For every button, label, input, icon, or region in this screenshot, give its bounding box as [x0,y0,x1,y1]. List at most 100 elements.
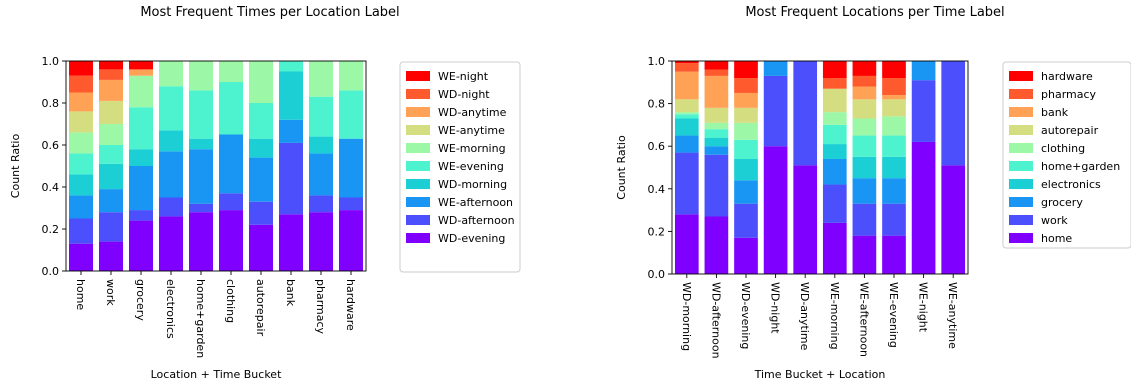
bar-work-WD-morning [99,163,123,190]
legend-label: clothing [1041,142,1085,155]
x-tick-label: WD-morning [680,282,693,351]
bar-WE-morning-electronics [822,144,847,159]
legend-swatch-WE-afternoon [406,197,430,207]
series-pharmacy [674,63,906,96]
bar-work-WE-anytime [99,100,123,124]
bar-WE-evening-grocery [882,178,906,204]
bar-WE-afternoon-pharmacy [852,75,877,87]
bar-grocery-WD-evening [129,220,153,271]
series-autorepair [674,88,906,123]
legend-swatch-WD-morning [406,179,430,189]
bar-home-WD-evening [69,243,93,271]
bar-bank-WD-evening [279,214,303,271]
bar-WE-evening-work [882,203,906,236]
bar-home+garden-WD-morning [189,138,213,150]
legend-label: electronics [1041,178,1101,191]
legend-swatch-bank [1009,107,1033,117]
bar-pharmacy-WE-morning [309,61,333,97]
bar-WD-morning-hardware [674,61,699,64]
x-tick-label: WD-anytime [798,282,811,351]
bar-WD-morning-home+garden [674,114,699,119]
bar-pharmacy-WE-evening [309,96,333,137]
bar-home-WD-anytime [69,92,93,112]
bar-work-WE-night [99,61,123,70]
bar-WE-morning-hardware [822,61,847,79]
y-axis-label: Count Ratio [615,135,628,200]
y-tick-label: 0.8 [42,97,60,110]
bar-WE-afternoon-work [852,203,877,236]
legend-label: home+garden [1041,160,1120,173]
y-tick-label: 0.6 [42,139,60,152]
bar-WE-morning-clothing [822,112,847,125]
bar-home-WE-anytime [69,111,93,133]
bar-home-WE-evening [69,153,93,175]
legend-label: home [1041,232,1072,245]
series-WE-afternoon [69,119,363,219]
series-WE-evening [69,61,363,175]
bar-pharmacy-WD-afternoon [309,195,333,213]
x-tick-label: autorepair [254,279,267,337]
bar-WD-afternoon-autorepair [704,107,729,123]
series-WE-night [69,61,153,76]
x-axis-label: Time Bucket + Location [754,368,886,381]
bar-WE-morning-work [822,184,847,223]
bar-autorepair-WD-evening [249,224,273,271]
chart-title: Most Frequent Times per Location Label [140,5,399,20]
bar-WE-afternoon-home+garden [852,135,877,157]
bar-WD-afternoon-pharmacy [704,69,729,76]
bar-home-WE-night [69,61,93,76]
bar-WD-afternoon-hardware [704,61,729,70]
x-tick-label: WE-morning [828,282,841,350]
legend-frame [1002,61,1131,249]
bar-work-WD-evening [99,241,123,271]
bar-home+garden-WE-afternoon [189,149,213,204]
x-tick-label: home [74,279,87,310]
legend-label: WE-anytime [438,124,505,137]
x-tick-label: WE-evening [887,282,900,348]
legend-swatch-work [1009,215,1033,225]
bar-clothing-WE-afternoon [219,134,243,194]
x-tick-label: bank [284,279,297,307]
legend-swatch-clothing [1009,143,1033,153]
bar-clothing-WE-morning [219,61,243,82]
bar-WE-evening-electronics [882,156,906,179]
bar-hardware-WE-afternoon [339,138,363,198]
bar-WD-morning-autorepair [674,99,699,113]
series-WE-anytime [69,100,123,133]
bar-work-WD-afternoon [99,212,123,242]
y-axis-label: Count Ratio [9,134,22,199]
axes-frame [65,60,367,272]
bar-WD-morning-work [674,152,699,215]
x-tick-label: WD-evening [739,282,752,349]
x-tick-label: electronics [164,279,177,339]
legend-swatch-autorepair [1009,125,1033,135]
bar-WE-anytime-home [941,165,966,274]
bar-WD-evening-grocery [734,180,758,204]
y-tick-label: 0.0 [648,268,666,281]
bar-WD-afternoon-electronics [704,137,729,147]
bar-WD-afternoon-home [704,216,729,274]
bar-WD-night-grocery [763,61,788,76]
chart-2: Most Frequent Locations per Time Label 0.… [615,5,1131,381]
legend-label: WD-night [438,88,490,101]
bar-grocery-WE-morning [129,75,153,108]
y-tick-label: 1.0 [648,55,666,68]
legend-swatch-WD-evening [406,233,430,243]
y-tick-label: 0.6 [648,140,666,153]
legend-swatch-WD-night [406,89,430,99]
bar-work-WE-morning [99,124,123,145]
bar-WE-evening-bank [882,95,906,100]
series-clothing [674,112,906,140]
bar-WE-afternoon-bank [852,86,877,100]
legend-label: WD-anytime [438,106,507,119]
axes-frame [671,60,969,275]
bar-work-WD-night [99,69,123,80]
legend: WE-night WD-night WD-anytime WE-anytime WE-m… [399,61,521,273]
bar-WD-morning-grocery [674,135,699,153]
bar-WD-anytime-home [793,165,818,274]
x-tick-label: WD-night [769,282,782,334]
bar-hardware-WD-evening [339,210,363,271]
legend-swatch-grocery [1009,197,1033,207]
legend-label: hardware [1041,70,1093,83]
